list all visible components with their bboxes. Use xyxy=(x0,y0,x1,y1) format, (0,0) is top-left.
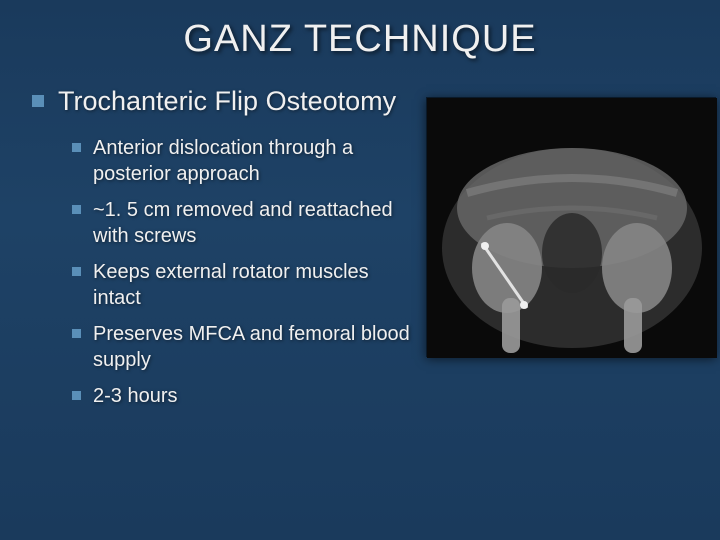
sub-bullet-item: ~1. 5 cm removed and reattached with scr… xyxy=(72,197,412,249)
sub-bullet-item: Keeps external rotator muscles intact xyxy=(72,259,412,311)
sub-bullet-list: Anterior dislocation through a posterior… xyxy=(72,135,412,409)
sub-bullet-text: Preserves MFCA and femoral blood supply xyxy=(93,321,412,373)
sub-bullet-item: 2-3 hours xyxy=(72,383,412,409)
slide-title: GANZ TECHNIQUE xyxy=(32,18,688,61)
square-bullet-icon xyxy=(32,95,44,107)
square-bullet-icon xyxy=(72,205,81,214)
square-bullet-icon xyxy=(72,267,81,276)
square-bullet-icon xyxy=(72,391,81,400)
square-bullet-icon xyxy=(72,143,81,152)
image-column xyxy=(426,85,716,419)
slide-container: GANZ TECHNIQUE Trochanteric Flip Osteoto… xyxy=(0,0,720,540)
xray-illustration-icon xyxy=(427,98,717,358)
main-bullet-item: Trochanteric Flip Osteotomy xyxy=(32,85,412,119)
xray-image xyxy=(426,97,716,357)
square-bullet-icon xyxy=(72,329,81,338)
sub-bullet-text: Anterior dislocation through a posterior… xyxy=(93,135,412,187)
sub-bullet-text: ~1. 5 cm removed and reattached with scr… xyxy=(93,197,412,249)
sub-bullet-text: Keeps external rotator muscles intact xyxy=(93,259,412,311)
main-bullet-text: Trochanteric Flip Osteotomy xyxy=(58,85,396,119)
sub-bullet-item: Anterior dislocation through a posterior… xyxy=(72,135,412,187)
content-row: Trochanteric Flip Osteotomy Anterior dis… xyxy=(32,85,688,419)
sub-bullet-item: Preserves MFCA and femoral blood supply xyxy=(72,321,412,373)
sub-bullet-text: 2-3 hours xyxy=(93,383,178,409)
text-column: Trochanteric Flip Osteotomy Anterior dis… xyxy=(32,85,412,419)
